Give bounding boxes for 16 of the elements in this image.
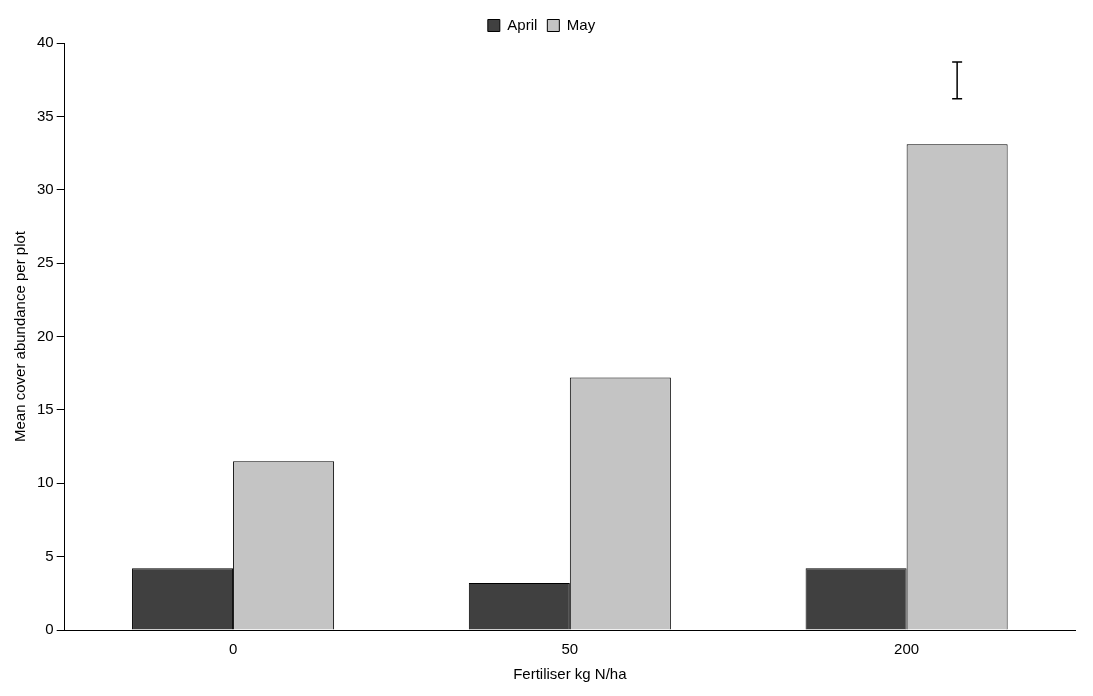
legend-label: May xyxy=(566,15,596,33)
y-tick-label: 35 xyxy=(37,106,54,124)
y-tick-label: 10 xyxy=(37,473,54,491)
y-tick-label: 0 xyxy=(45,620,54,638)
x-axis-title: Fertiliser kg N/ha xyxy=(513,665,628,683)
y-tick-label: 20 xyxy=(37,326,54,344)
y-axis-title: Mean cover abundance per plot xyxy=(11,230,29,442)
y-tick-label: 5 xyxy=(45,546,54,564)
y-tick-label: 30 xyxy=(37,179,54,197)
y-tick-label: 40 xyxy=(37,33,54,51)
x-tick-label: 0 xyxy=(228,640,238,658)
y-tick-label: 25 xyxy=(37,253,54,271)
legend-label: April xyxy=(507,15,538,33)
x-tick-label: 50 xyxy=(561,640,579,658)
y-tick-label: 15 xyxy=(37,400,54,418)
x-tick-label: 200 xyxy=(894,640,920,658)
